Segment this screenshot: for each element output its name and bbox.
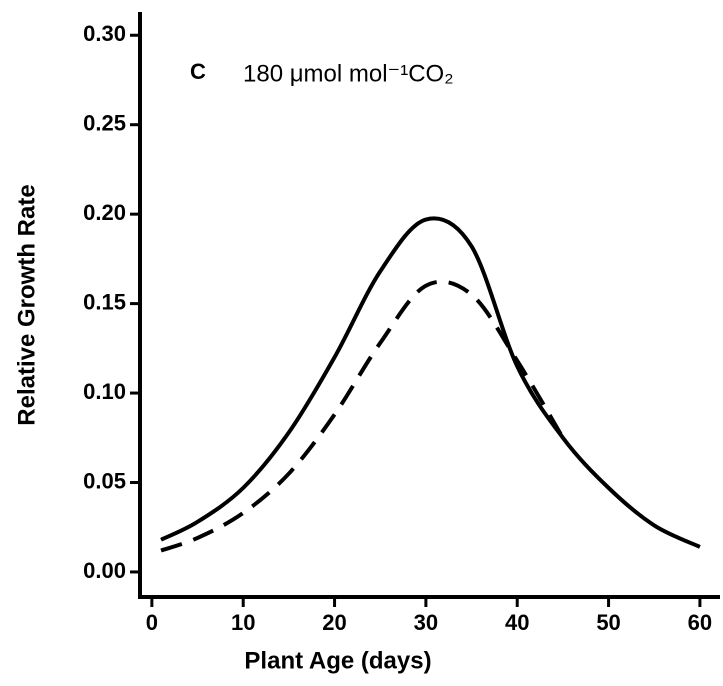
x-axis-title: Plant Age (days) [244, 647, 431, 674]
x-tick-label: 20 [322, 610, 346, 635]
line-series [160, 279, 565, 553]
y-tick-label: 0.00 [83, 558, 126, 583]
x-tick-label: 40 [505, 610, 529, 635]
x-tick-label: 50 [596, 610, 620, 635]
y-tick-label: 0.10 [83, 379, 126, 404]
y-tick-label: 0.20 [83, 200, 126, 225]
y-tick-label: 0.05 [83, 468, 126, 493]
x-tick-label: 0 [146, 610, 158, 635]
y-tick-label: 0.30 [83, 21, 126, 46]
y-tick-label: 0.25 [83, 111, 126, 136]
y-tick-label: 0.15 [83, 289, 126, 314]
line-series [160, 216, 701, 549]
x-tick-label: 10 [231, 610, 255, 635]
y-axis-title: Relative Growth Rate [13, 184, 40, 425]
panel-label: C [190, 59, 206, 84]
x-tick-label: 60 [688, 610, 712, 635]
x-tick-label: 30 [414, 610, 438, 635]
annotation: 180 μmol mol⁻¹CO₂ [243, 60, 454, 87]
